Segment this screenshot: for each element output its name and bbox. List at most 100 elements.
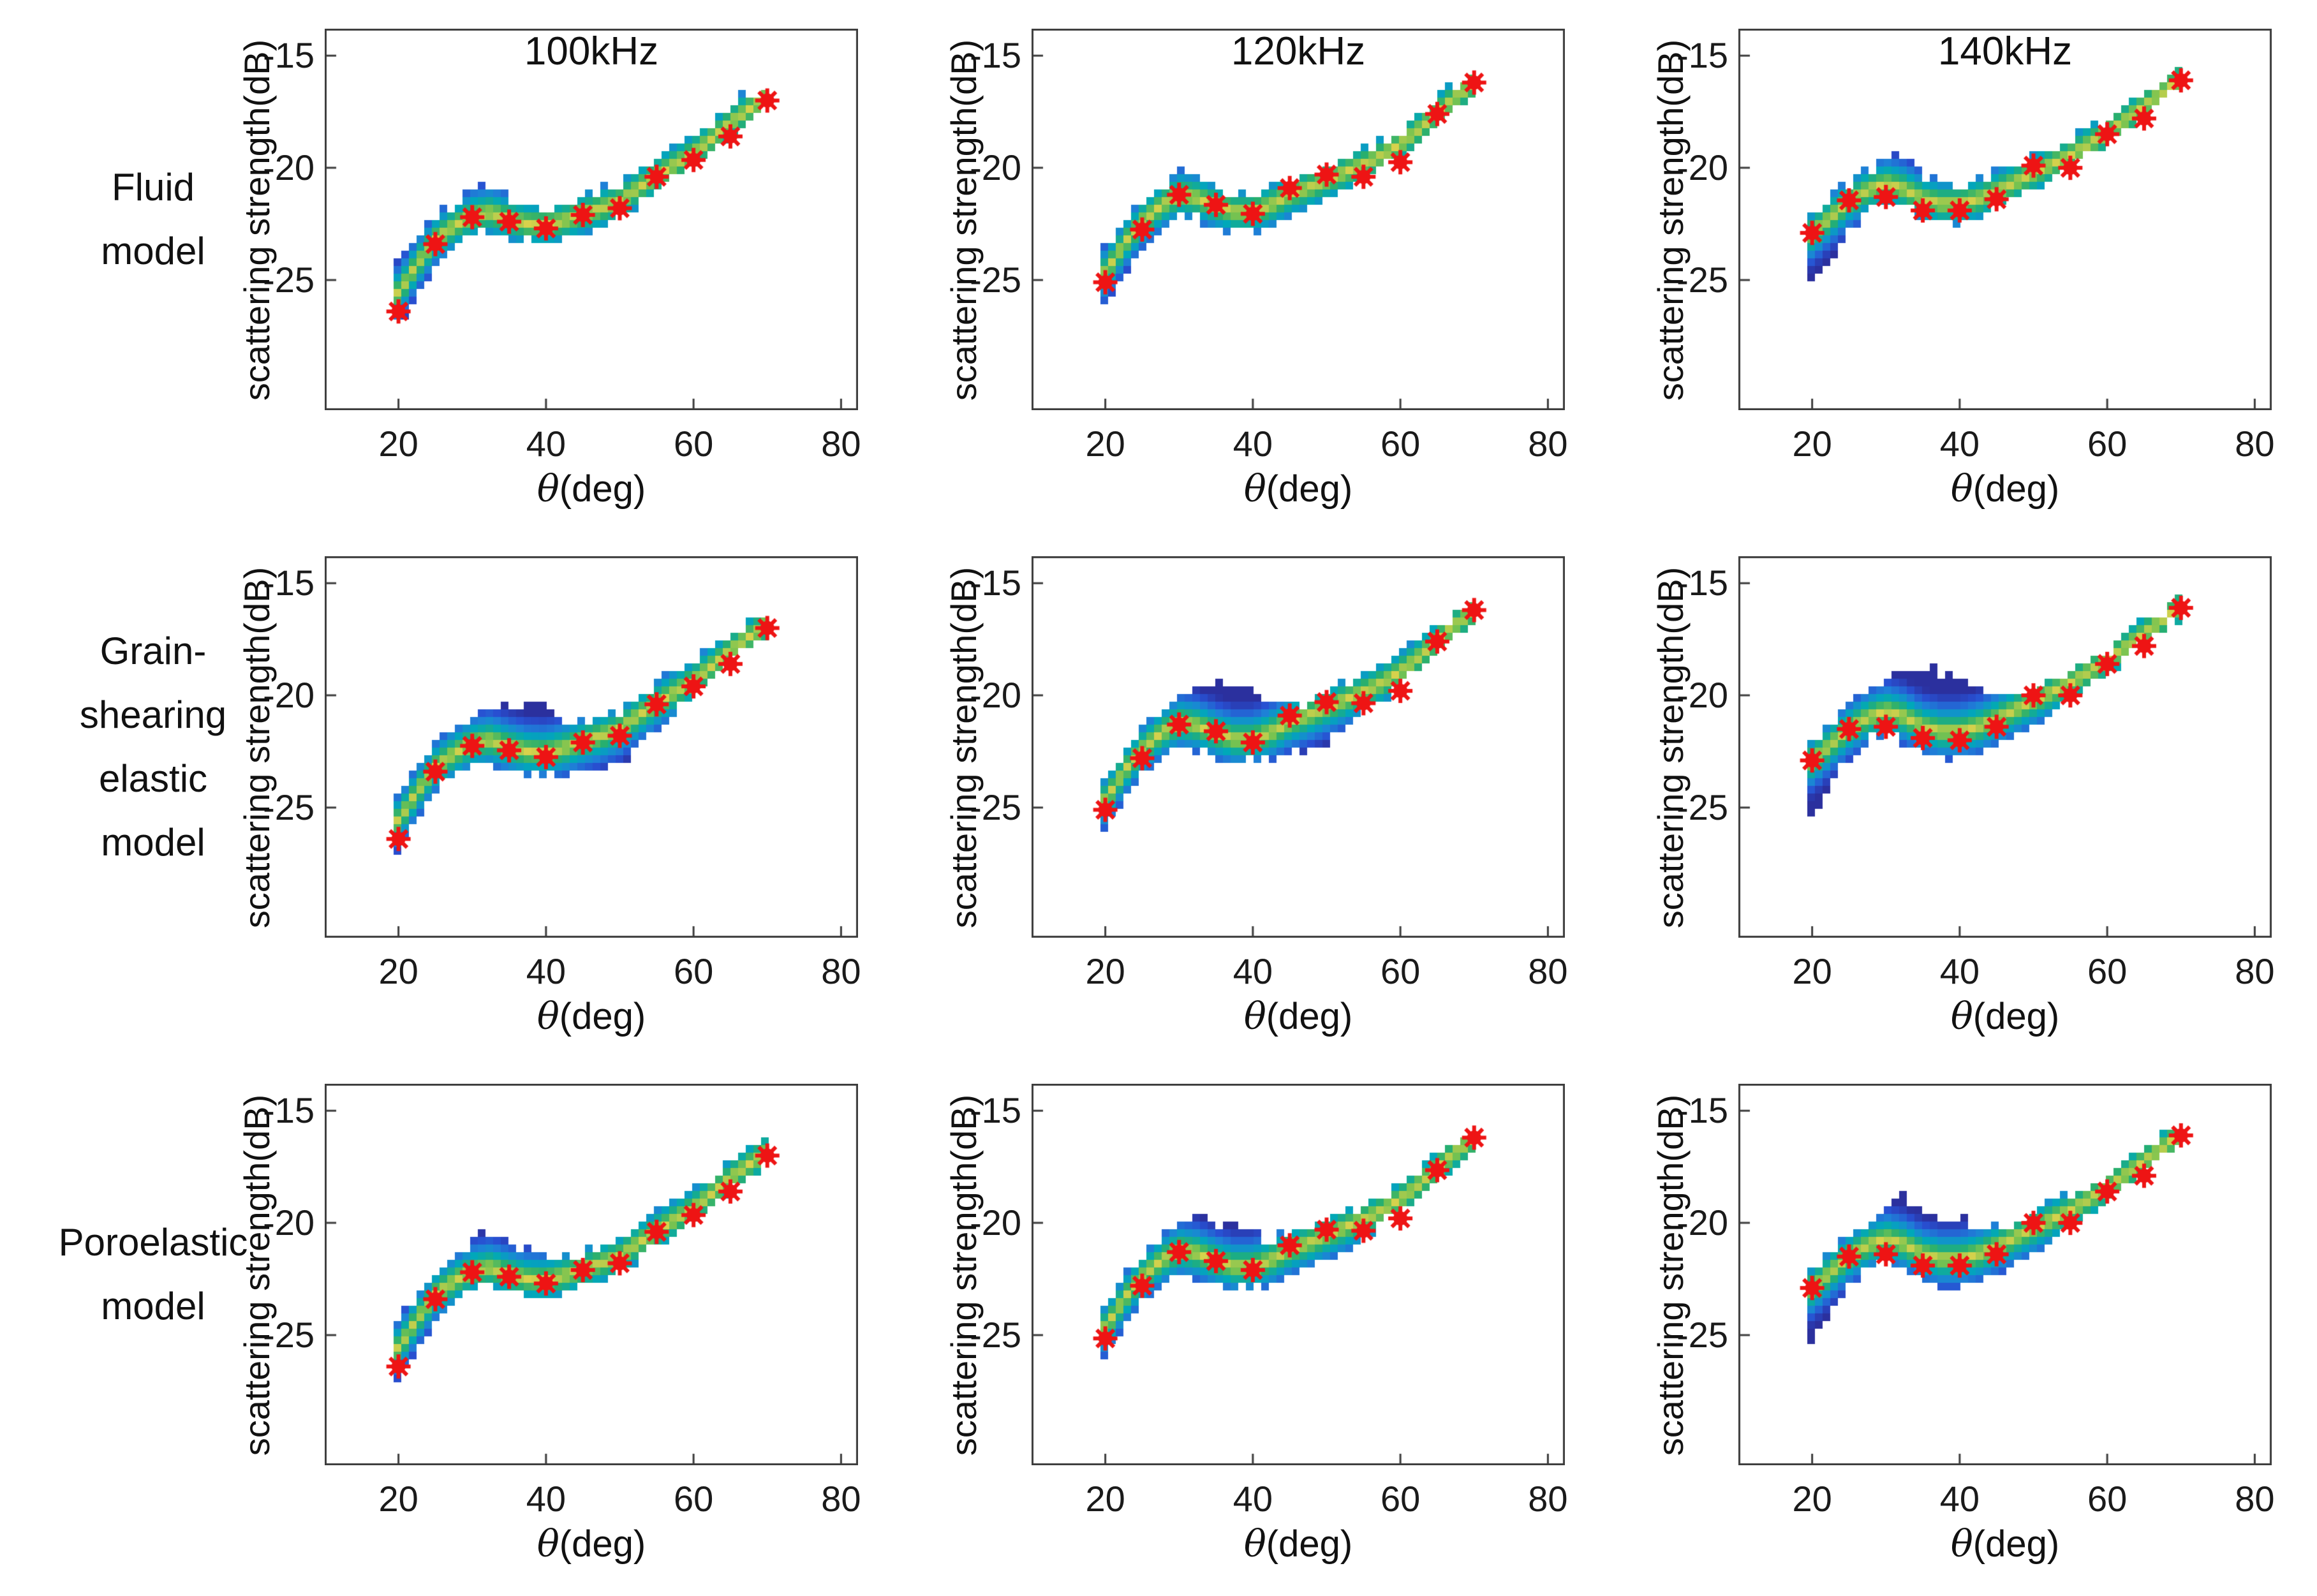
x-tick-label: 20 [1085,951,1125,991]
y-tick-label: -25 [1677,259,1728,300]
y-tick-label: -25 [1677,1314,1728,1355]
band-heatmap-canvas [325,1084,858,1465]
band-heatmap-canvas [1738,556,2272,938]
x-tick-label: 20 [1085,1479,1125,1519]
x-axis-label: θ(deg) [325,469,858,509]
y-tick-label: -25 [970,1314,1021,1355]
x-axis-label: θ(deg) [1738,1524,2272,1564]
x-tick-label: 20 [378,424,418,464]
y-tick-label: -15 [263,35,315,76]
theta-symbol: θ [537,994,559,1038]
panel-title: 100kHz [524,29,659,73]
x-axis-unit: (deg) [1973,1523,2060,1565]
x-tick-label: 20 [1792,951,1832,991]
x-tick-label: 80 [821,951,861,991]
band-heatmap-canvas [325,29,858,410]
x-tick-label: 80 [2235,951,2275,991]
row-label-line: Fluid [111,166,195,209]
y-tick-label: -15 [263,563,315,603]
panel-poroelastic-120khz: -15 -20 -25 20 40 60 80 scattering strength(dB)… [944,1084,1568,1564]
row-label-fluid: Fluid model [10,156,297,283]
x-tick-label: 40 [1233,951,1273,991]
row-label-grain-shearing: Grain-shearing elastic model [10,619,297,875]
x-tick-label: 40 [1939,424,1980,464]
x-axis-unit: (deg) [1266,1523,1353,1565]
y-tick-label: -20 [1677,675,1728,716]
theta-symbol: θ [1950,467,1973,510]
x-tick-label: 20 [378,1479,418,1519]
x-axis-unit: (deg) [559,1523,646,1565]
y-tick-label: -15 [1677,563,1728,603]
panel-fluid-120khz: 120kHz -15 -20 -25 20 40 60 80 scattering streng… [944,29,1568,509]
x-axis-unit: (deg) [1266,468,1353,510]
panel-poroelastic-100khz: -15 -20 -25 20 40 60 80 scattering strength(dB)… [237,1084,861,1564]
x-tick-label: 80 [1528,1479,1568,1519]
band-heatmap-canvas [1032,1084,1565,1465]
x-tick-label: 40 [1233,1479,1273,1519]
x-tick-label: 20 [1085,424,1125,464]
y-tick-label: -20 [970,147,1021,188]
row-label-line: Grain- [100,630,207,672]
band-heatmap-canvas [1032,556,1565,938]
panel-poroelastic-140khz: -15 -20 -25 20 40 60 80 scattering strength(dB)… [1650,1084,2275,1564]
x-tick-label: 40 [1233,424,1273,464]
y-tick-label: -25 [263,259,315,300]
x-axis-label: θ(deg) [325,1524,858,1564]
row-label-line: Poroelastic [58,1221,248,1264]
y-tick-label: -25 [970,259,1021,300]
x-tick-label: 40 [526,424,566,464]
x-tick-label: 60 [1380,951,1421,991]
x-tick-label: 60 [1380,1479,1421,1519]
panel-fluid-140khz: 140kHz -15 -20 -25 20 40 60 80 scattering streng… [1650,29,2275,509]
x-axis-unit: (deg) [1973,468,2060,510]
y-tick-label: -15 [970,563,1021,603]
row-label-poroelastic: Poroelastic model [10,1211,297,1338]
x-tick-label: 40 [526,951,566,991]
x-axis-unit: (deg) [559,468,646,510]
y-tick-label: -20 [970,1202,1021,1243]
x-axis-label: θ(deg) [1738,996,2272,1037]
band-heatmap-canvas [1738,1084,2272,1465]
x-axis-label: θ(deg) [1032,1524,1565,1564]
y-tick-label: -25 [1677,787,1728,827]
row-label-line: elastic [98,757,208,800]
panel-title: 140kHz [1937,29,2073,73]
y-tick-label: -20 [263,675,315,716]
y-tick-label: -15 [263,1090,315,1131]
panel-grain-shearing-120khz: -15 -20 -25 20 40 60 80 scattering strength(dB)… [944,556,1568,1037]
row-label-line: model [101,821,205,864]
x-tick-label: 20 [1792,424,1832,464]
row-label-line: model [101,1285,205,1327]
y-tick-label: -15 [1677,35,1728,76]
band-heatmap-canvas [1738,29,2272,410]
x-tick-label: 60 [2087,424,2128,464]
x-tick-label: 20 [1792,1479,1832,1519]
y-tick-label: -25 [263,787,315,827]
row-label-line: shearing [79,693,227,736]
x-tick-label: 60 [2087,951,2128,991]
x-tick-label: 40 [1939,1479,1980,1519]
theta-symbol: θ [1950,1522,1973,1565]
y-tick-label: -20 [1677,1202,1728,1243]
y-axis-label: scattering strength(dB) [237,566,277,929]
y-axis-label: scattering strength(dB) [1650,39,1691,401]
y-tick-label: -20 [1677,147,1728,188]
y-axis-label: scattering strength(dB) [944,39,984,401]
panel-title: 120kHz [1231,29,1366,73]
x-axis-label: θ(deg) [1032,996,1565,1037]
x-tick-label: 20 [378,951,418,991]
row-label-line: model [101,230,205,272]
panel-grain-shearing-140khz: -15 -20 -25 20 40 60 80 scattering strength(dB)… [1650,556,2275,1037]
y-tick-label: -20 [263,1202,315,1243]
theta-symbol: θ [1243,467,1266,510]
theta-symbol: θ [537,1522,559,1565]
x-axis-label: θ(deg) [1032,469,1565,509]
x-tick-label: 60 [673,951,714,991]
y-axis-label: scattering strength(dB) [944,566,984,929]
x-tick-label: 40 [526,1479,566,1519]
x-axis-unit: (deg) [1266,996,1353,1037]
x-tick-label: 80 [821,424,861,464]
theta-symbol: θ [1243,1522,1266,1565]
panel-fluid-100khz: 100kHz -15 -20 -25 20 40 60 80 scattering streng… [237,29,861,509]
theta-symbol: θ [1950,994,1973,1038]
